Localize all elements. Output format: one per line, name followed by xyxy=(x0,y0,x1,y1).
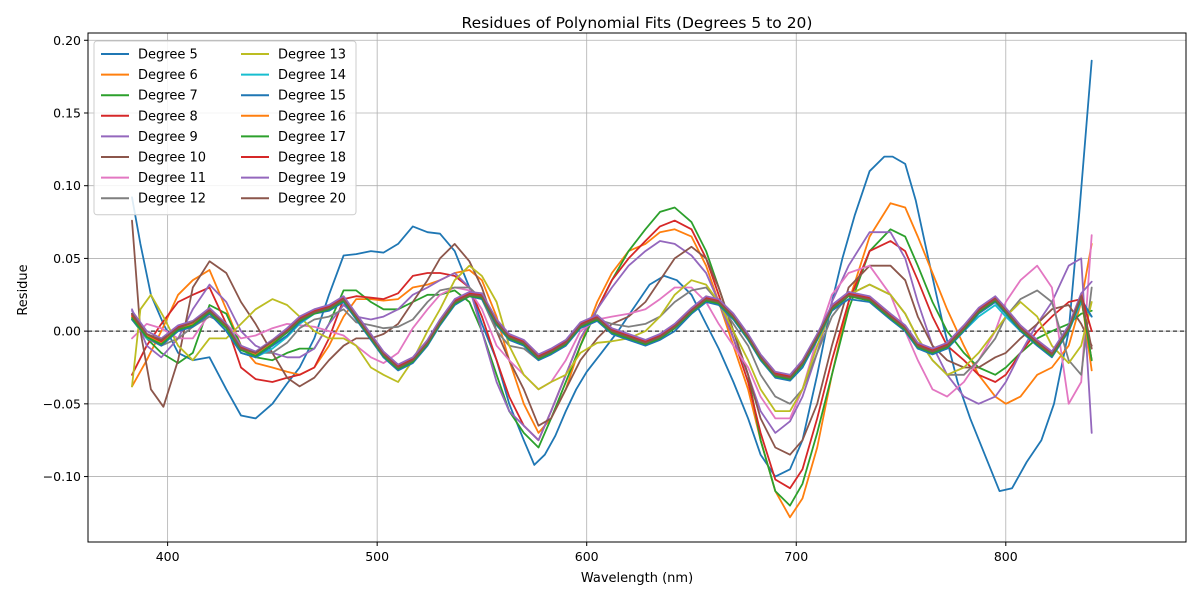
y-axis-ticks: −0.10 −0.05 0.00 0.05 0.10 0.15 0.20 xyxy=(43,33,88,484)
y-tick-label: 0.20 xyxy=(53,33,81,48)
legend-label: Degree 17 xyxy=(278,130,346,145)
legend-label: Degree 9 xyxy=(138,130,198,145)
y-axis-title: Residue xyxy=(16,264,31,315)
legend-label: Degree 16 xyxy=(278,109,346,124)
series-line-degree-17 xyxy=(131,295,1093,381)
y-tick-label: 0.05 xyxy=(53,251,81,266)
legend-label: Degree 7 xyxy=(138,89,198,104)
x-axis-title: Wavelength (nm) xyxy=(581,571,693,586)
series-line-degree-15 xyxy=(131,295,1093,382)
series-line-degree-19 xyxy=(131,280,1093,376)
series-line-degree-6 xyxy=(131,202,1093,519)
series-lines xyxy=(131,59,1093,519)
y-tick-label: −0.05 xyxy=(43,396,81,411)
legend-box xyxy=(93,40,357,216)
x-tick-label: 800 xyxy=(994,549,1018,564)
x-tick-label: 500 xyxy=(365,549,389,564)
legend-label: Degree 13 xyxy=(278,48,346,63)
legend-label: Degree 6 xyxy=(138,68,198,83)
legend-label: Degree 19 xyxy=(278,171,346,186)
series-line-degree-20 xyxy=(131,293,1093,379)
y-tick-label: 0.10 xyxy=(53,178,81,193)
legend: Degree 5 Degree 6 Degree 7 Degree 8 Degree 9… xyxy=(93,40,357,216)
legend-label: Degree 8 xyxy=(138,109,198,124)
legend-label: Degree 15 xyxy=(278,89,346,104)
series-line-degree-18 xyxy=(131,292,1093,378)
x-tick-label: 400 xyxy=(156,549,180,564)
y-tick-label: 0.00 xyxy=(53,324,81,339)
legend-label: Degree 18 xyxy=(278,151,346,166)
legend-label: Degree 12 xyxy=(138,192,206,207)
x-axis-ticks: 400 500 600 700 800 xyxy=(156,542,1018,564)
chart-title: Residues of Polynomial Fits (Degrees 5 t… xyxy=(462,14,813,32)
plot-frame xyxy=(87,32,1187,543)
series-line-degree-8 xyxy=(131,219,1093,490)
legend-label: Degree 10 xyxy=(138,151,206,166)
legend-label: Degree 11 xyxy=(138,171,206,186)
y-tick-label: −0.10 xyxy=(43,469,81,484)
legend-label: Degree 5 xyxy=(138,48,198,63)
series-line-degree-13 xyxy=(131,264,1093,413)
y-tick-label: 0.15 xyxy=(53,105,81,120)
x-tick-label: 700 xyxy=(784,549,808,564)
legend-label: Degree 14 xyxy=(278,68,346,83)
series-line-degree-10 xyxy=(131,219,1093,456)
legend-label: Degree 20 xyxy=(278,192,346,207)
x-tick-label: 600 xyxy=(575,549,599,564)
